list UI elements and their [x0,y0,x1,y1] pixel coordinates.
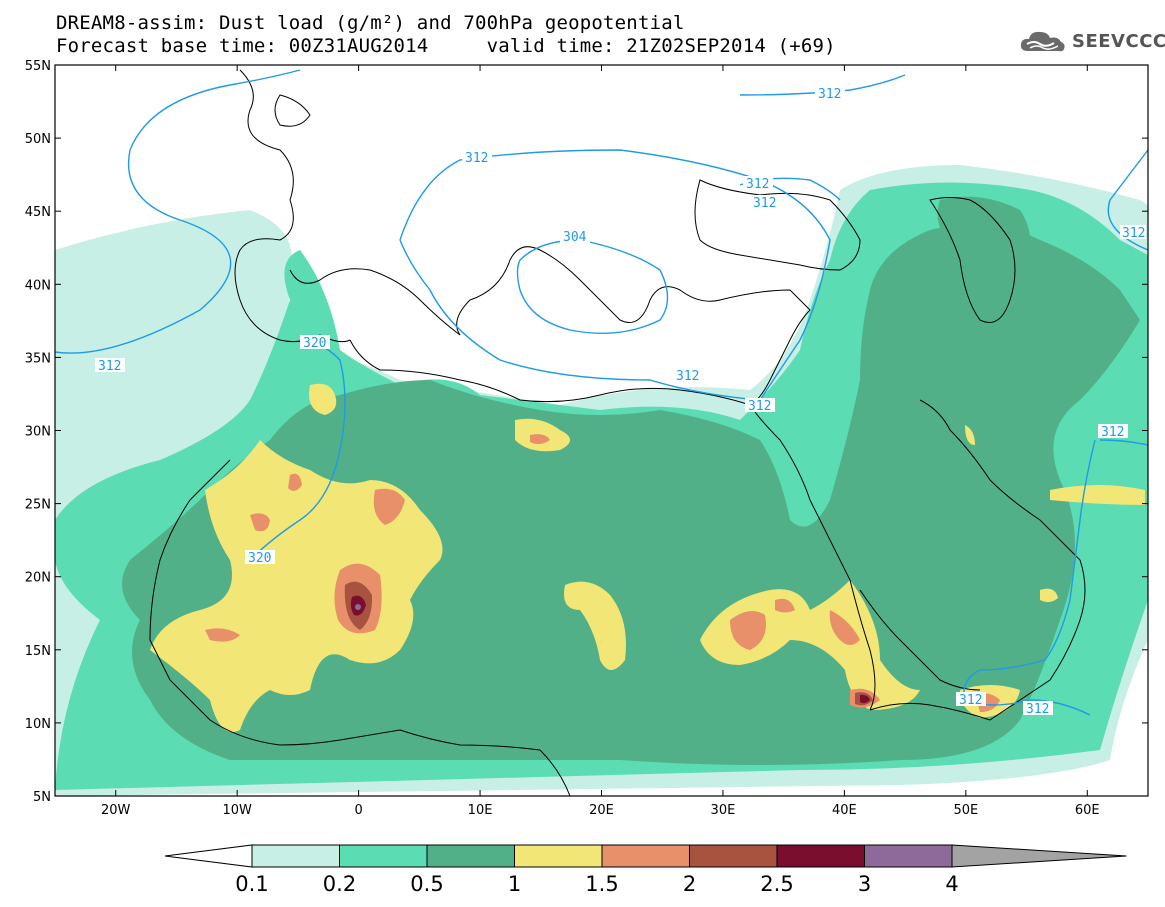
colorbar-swatch [426,844,515,868]
contour-label-312: 312 [465,151,488,166]
colorbar-level-label: 3 [858,872,871,896]
lon-tick-label: 20E [589,803,614,818]
lon-tick-label: 40E [832,803,857,818]
contour-label-312: 312 [676,369,699,384]
lon-tick-label: 60E [1075,803,1100,818]
colorbar-right-extend [951,844,1127,868]
lat-tick-label: 30N [25,425,51,440]
longitude-axis: 20W 10W 0 10E 20E 30E 40E 50E 60E [101,65,1100,818]
lon-tick-label: 10W [222,803,252,818]
contour-label-312: 312 [959,693,982,708]
colorbar: 0.1 0.2 0.5 1 1.5 2 2.5 3 4 [164,844,1127,896]
colorbar-level-label: 0.2 [323,872,356,896]
lat-tick-label: 50N [25,132,51,147]
colorbar-swatch [864,844,953,868]
colorbar-level-label: 2.5 [760,872,793,896]
coastlines [149,69,1086,796]
lat-tick-label: 25N [25,498,51,513]
colorbar-level-label: 0.1 [235,872,268,896]
seevccc-logo: SEEVCCC [1018,25,1165,57]
lon-tick-label: 0 [354,803,362,818]
colorbar-swatch [689,844,778,868]
colorbar-level-label: 1 [508,872,521,896]
contour-label-304: 304 [563,230,587,245]
lat-tick-label: 40N [25,278,51,293]
contour-label-312: 312 [818,87,841,102]
lat-tick-label: 45N [25,205,51,220]
colorbar-level-label: 0.5 [410,872,443,896]
lat-tick-label: 35N [25,351,51,366]
chart-title-line1: DREAM8-assim: Dust load (g/m²) and 700hP… [56,12,685,34]
cloud-icon [1020,31,1065,52]
contour-label-312: 312 [1122,226,1145,241]
latitude-axis: 55N 50N 45N 40N 35N 30N 25N 20N 15N 10N 5N [25,59,1148,805]
lat-tick-label: 55N [25,59,51,74]
contour-labels: 312 312 312 312 312 304 312 312 312 320 … [95,86,1146,717]
contour-label-312: 312 [1101,425,1124,440]
contour-label-312: 312 [98,359,121,374]
colorbar-level-label: 1.5 [585,872,618,896]
contour-label-312: 312 [753,196,776,211]
contour-label-312: 312 [746,177,769,192]
chart-title-line2: Forecast base time: 00Z31AUG2014 valid t… [56,35,836,57]
lat-tick-label: 10N [25,717,51,732]
lat-tick-label: 5N [33,790,51,805]
colorbar-swatch [514,844,603,868]
lon-tick-label: 10E [468,803,493,818]
lat-tick-label: 20N [25,571,51,586]
contour-label-312: 312 [1026,702,1049,717]
colorbar-swatch [339,844,428,868]
lon-tick-label: 20W [101,803,131,818]
contour-label-312: 312 [748,399,771,414]
lon-tick-label: 50E [953,803,978,818]
colorbar-level-label: 2 [683,872,696,896]
colorbar-swatch [776,844,865,868]
colorbar-level-label: 4 [945,872,958,896]
logo-text: SEEVCCC [1072,30,1165,52]
colorbar-swatch [251,844,340,868]
dust-load-field [55,165,1148,796]
lon-tick-label: 30E [711,803,736,818]
contour-label-320: 320 [248,551,271,566]
contour-label-320: 320 [303,336,326,351]
colorbar-swatch [601,844,690,868]
lat-tick-label: 15N [25,644,51,659]
colorbar-left-extend [164,844,253,868]
